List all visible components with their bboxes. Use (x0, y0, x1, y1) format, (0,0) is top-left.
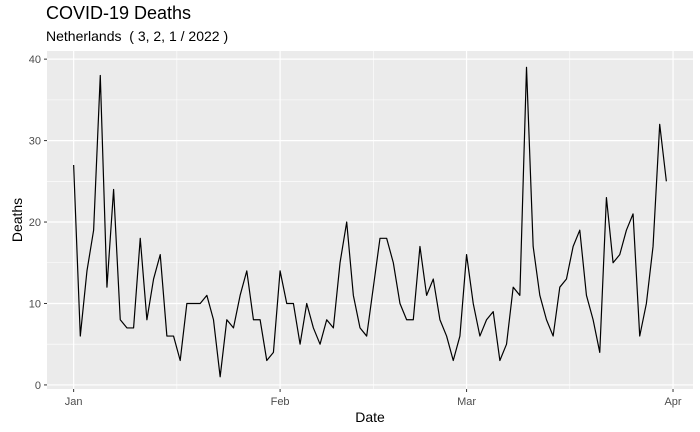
major-gridlines (47, 51, 693, 389)
x-axis-title: Date (355, 409, 385, 425)
y-tick-label: 30 (29, 136, 41, 148)
x-tick-label: Mar (457, 396, 476, 408)
x-tick-label: Jan (65, 396, 83, 408)
x-tick-label: Feb (271, 396, 290, 408)
chart-title: COVID-19 Deaths (46, 3, 192, 23)
y-tick-label: 10 (29, 298, 41, 310)
y-axis-title: Deaths (9, 198, 25, 242)
series-layer (73, 66, 667, 378)
y-tick-label: 40 (29, 54, 41, 66)
minor-gridlines (47, 51, 693, 389)
y-tick-label: 0 (35, 380, 41, 392)
plot-panel (47, 51, 693, 389)
axis-ticks: 0 10 20 30 40 Jan Feb Mar Apr (29, 54, 682, 408)
y-tick-label: 20 (29, 217, 41, 229)
chart-subtitle: Netherlands ( 3, 2, 1 / 2022 ) (46, 28, 229, 44)
x-tick-label: Apr (664, 396, 681, 408)
series-line (73, 66, 667, 378)
